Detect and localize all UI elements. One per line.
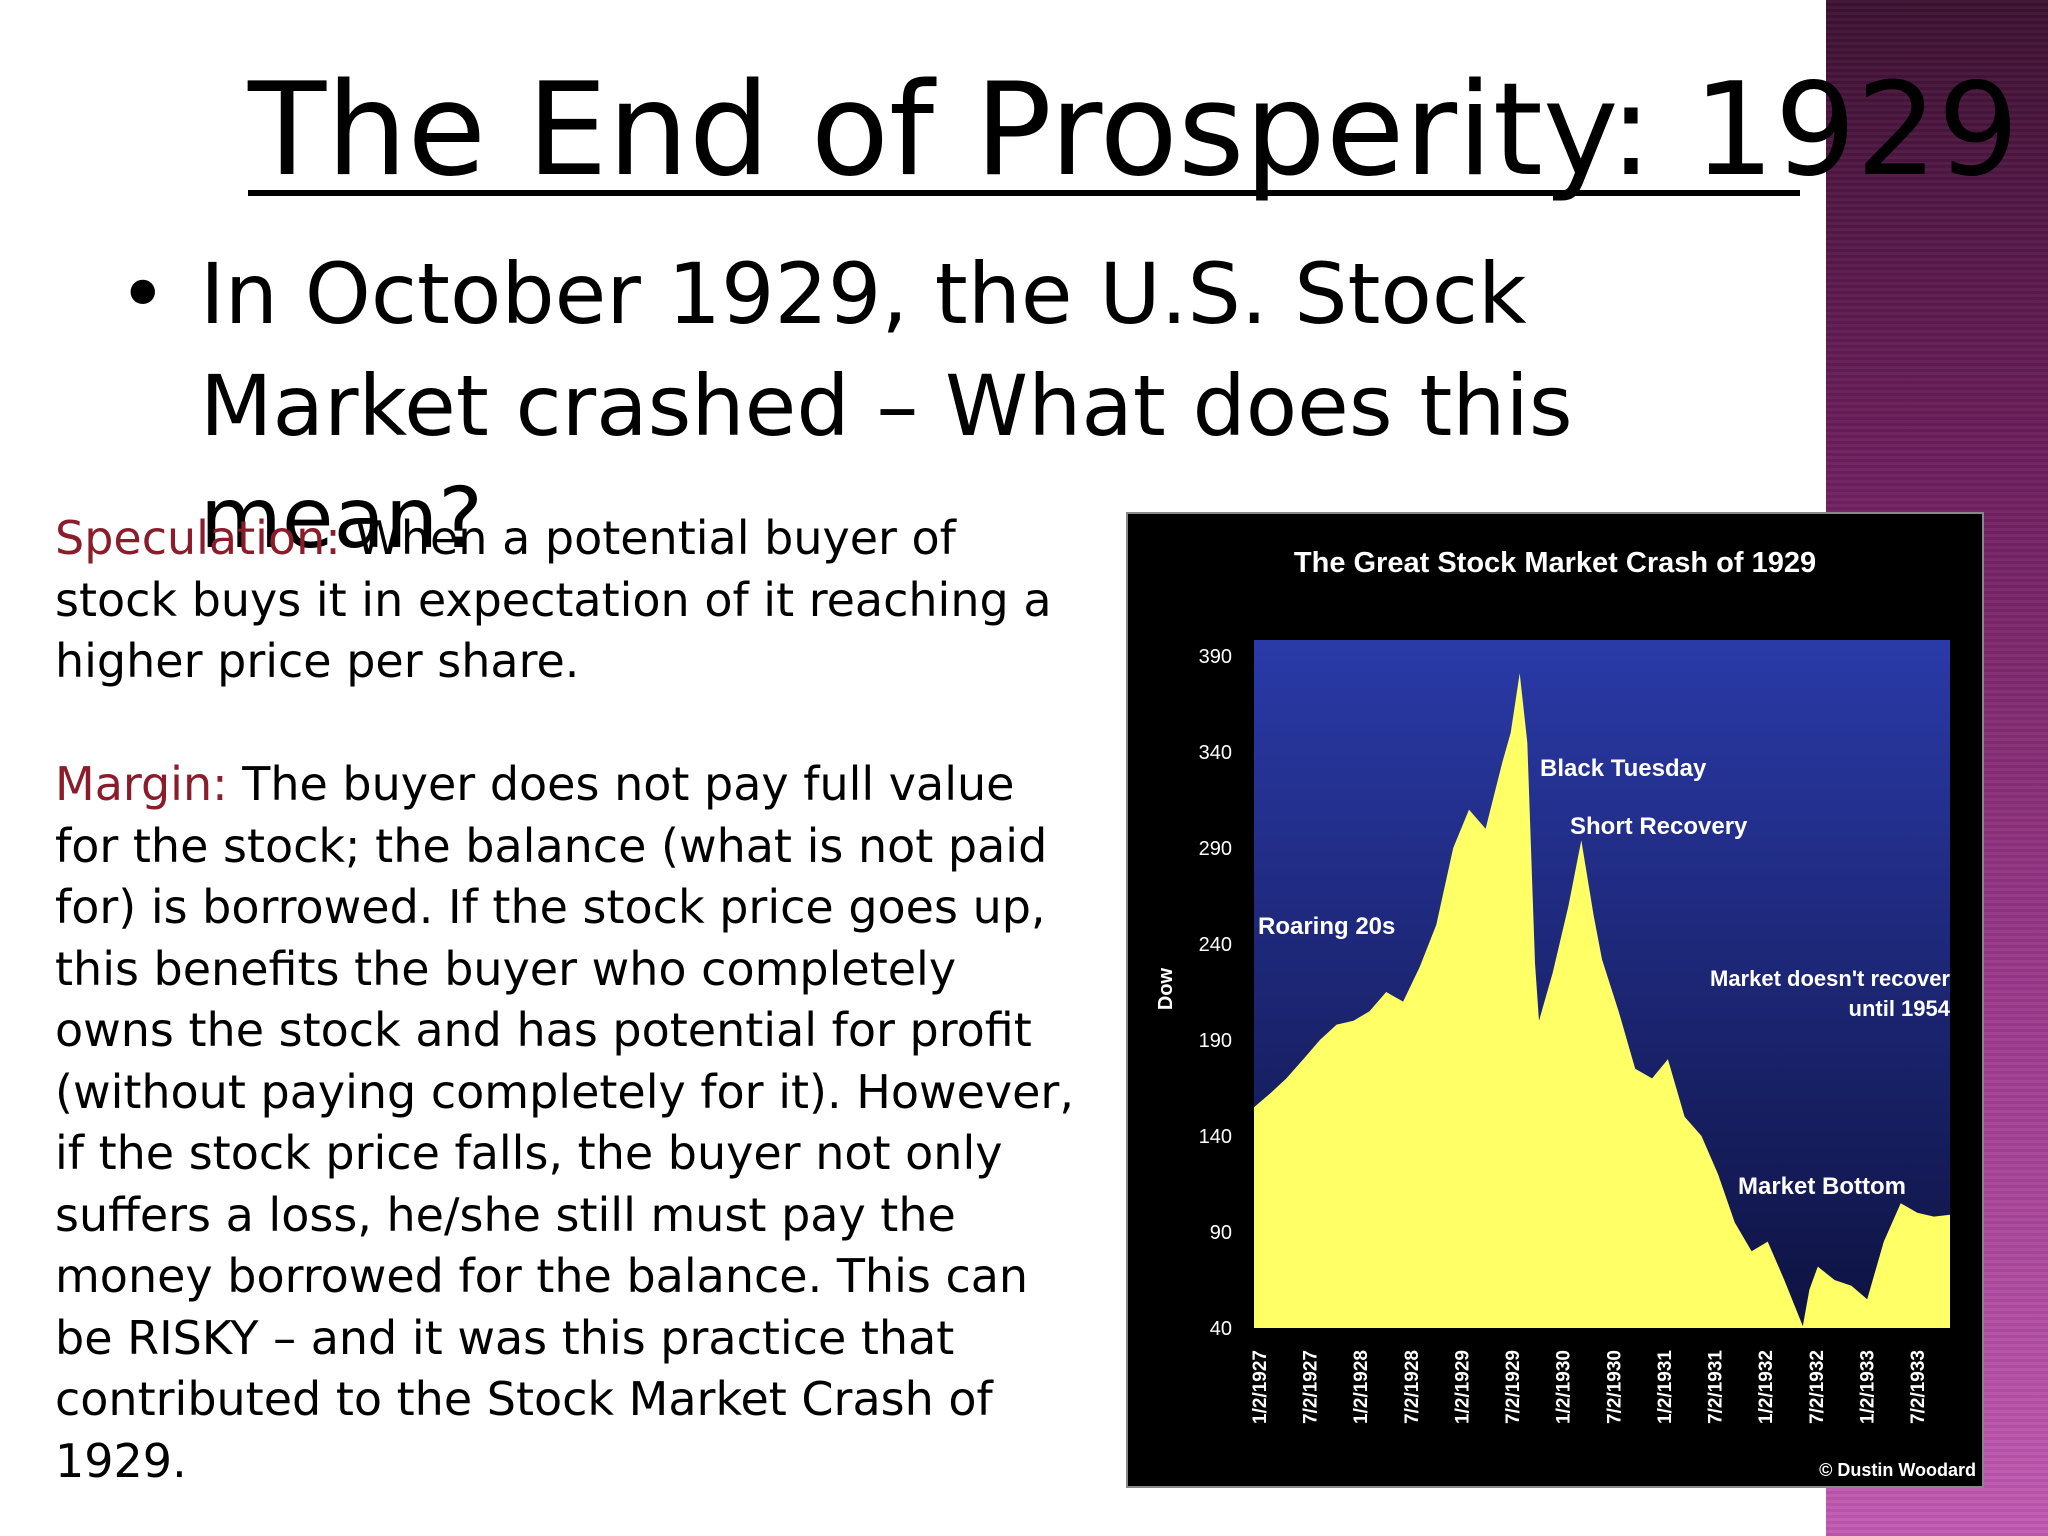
bullet-text: In October 1929, the U.S. Stock Market c… — [200, 245, 1573, 567]
x-tick-label: 1/2/1928 — [1351, 1350, 1372, 1424]
x-tick-label: 1/2/1932 — [1756, 1350, 1777, 1424]
x-tick-label: 1/2/1929 — [1452, 1350, 1473, 1424]
y-axis-label: Dow — [1155, 967, 1177, 1010]
annotation-short-recovery: Short Recovery — [1570, 813, 1748, 840]
definitions-block: Speculation: When a potential buyer of s… — [55, 508, 1085, 1492]
x-axis-ticks: 1/2/1927 7/2/1927 1/2/1928 7/2/1928 1/2/1929… — [1250, 1350, 1929, 1424]
speculation-text: When a potential buyer of stock buys it … — [55, 511, 1052, 688]
x-tick-label: 1/2/1931 — [1655, 1350, 1676, 1424]
y-tick-label: 390 — [1199, 646, 1232, 668]
x-tick-label: 7/2/1929 — [1503, 1350, 1524, 1424]
y-tick-label: 290 — [1199, 838, 1232, 860]
chart-credit: © Dustin Woodard — [1819, 1460, 1976, 1480]
y-tick-label: 90 — [1210, 1222, 1232, 1244]
y-tick-label: 190 — [1199, 1030, 1232, 1052]
y-axis-ticks: 390 340 290 240 190 140 90 40 — [1199, 646, 1232, 1340]
y-tick-label: 240 — [1199, 934, 1232, 956]
annotation-roaring-20s: Roaring 20s — [1258, 913, 1395, 940]
x-tick-label: 7/2/1930 — [1604, 1350, 1625, 1424]
speculation-definition: Speculation: When a potential buyer of s… — [55, 508, 1085, 693]
stock-crash-chart: The Great Stock Market Crash of 1929 Dow… — [1126, 512, 1984, 1488]
margin-term: Margin: — [55, 757, 228, 811]
paragraph-gap — [55, 693, 1085, 755]
title-underline — [248, 190, 1800, 196]
y-tick-label: 140 — [1199, 1126, 1232, 1148]
x-tick-label: 7/2/1931 — [1706, 1350, 1727, 1424]
chart-svg: The Great Stock Market Crash of 1929 Dow… — [1155, 547, 1976, 1480]
slide-title: The End of Prosperity: 1929 — [248, 56, 2019, 205]
x-tick-label: 1/2/1930 — [1554, 1350, 1575, 1424]
margin-text: The buyer does not pay full value for th… — [55, 757, 1074, 1488]
x-tick-label: 1/2/1927 — [1250, 1350, 1271, 1424]
annotation-market-bottom: Market Bottom — [1738, 1173, 1906, 1200]
x-tick-label: 7/2/1933 — [1908, 1350, 1929, 1424]
dow-series-area — [1254, 673, 1950, 1328]
chart-title: The Great Stock Market Crash of 1929 — [1294, 547, 1816, 579]
x-tick-label: 7/2/1932 — [1807, 1350, 1828, 1424]
margin-definition: Margin: The buyer does not pay full valu… — [55, 754, 1085, 1492]
x-tick-label: 7/2/1927 — [1301, 1350, 1322, 1424]
y-tick-label: 340 — [1199, 742, 1232, 764]
speculation-term: Speculation: — [55, 511, 341, 565]
annotation-black-tuesday: Black Tuesday — [1540, 755, 1707, 782]
bullet-marker: • — [118, 245, 168, 343]
y-tick-label: 40 — [1210, 1318, 1232, 1340]
x-tick-label: 7/2/1928 — [1402, 1350, 1423, 1424]
x-tick-label: 1/2/1933 — [1857, 1350, 1878, 1424]
annotation-no-recovery: Market doesn't recover until 1954 — [1710, 966, 1950, 1021]
annotation-no-recovery-box: Market doesn't recover until 1954 — [1710, 966, 1950, 1021]
